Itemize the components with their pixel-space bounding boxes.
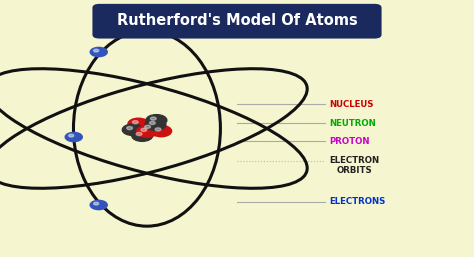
Text: ELECTRON
ORBITS: ELECTRON ORBITS — [329, 156, 380, 176]
Circle shape — [155, 128, 161, 131]
Circle shape — [151, 125, 172, 137]
Circle shape — [69, 134, 74, 137]
Circle shape — [93, 49, 99, 52]
Circle shape — [149, 121, 155, 125]
Circle shape — [90, 47, 107, 57]
Circle shape — [150, 117, 156, 120]
Text: PROTON: PROTON — [329, 137, 370, 146]
Circle shape — [93, 202, 99, 205]
Circle shape — [128, 118, 149, 130]
Circle shape — [127, 126, 133, 130]
Text: ELECTRONS: ELECTRONS — [329, 197, 386, 206]
Text: NEUTRON: NEUTRON — [329, 119, 376, 128]
Circle shape — [145, 125, 151, 128]
Circle shape — [146, 115, 167, 126]
Circle shape — [141, 128, 147, 132]
Text: NUCLEUS: NUCLEUS — [329, 99, 374, 109]
Circle shape — [90, 200, 107, 210]
Circle shape — [132, 130, 153, 141]
Circle shape — [140, 123, 161, 134]
Circle shape — [132, 121, 138, 124]
Circle shape — [145, 119, 166, 130]
Text: Rutherford's Model Of Atoms: Rutherford's Model Of Atoms — [117, 13, 357, 28]
Circle shape — [65, 132, 82, 142]
FancyBboxPatch shape — [92, 4, 382, 39]
Circle shape — [136, 132, 142, 136]
Circle shape — [137, 126, 157, 137]
Circle shape — [122, 124, 143, 135]
